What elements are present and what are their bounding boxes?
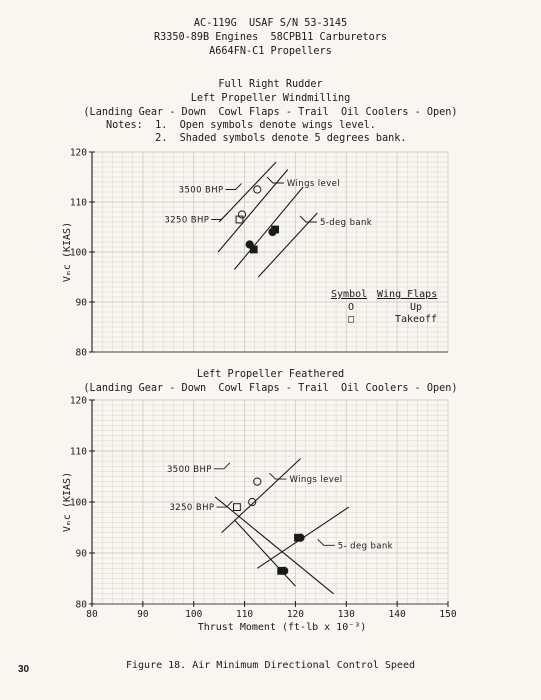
annotation-label: 3500 BHP xyxy=(167,465,212,475)
data-point-filled-square xyxy=(249,245,258,254)
x-tick-label: 120 xyxy=(287,609,304,620)
y-tick-label: 120 xyxy=(70,148,87,159)
x-tick-label: 140 xyxy=(389,609,406,620)
y-tick-label: 80 xyxy=(76,348,88,359)
trend-line xyxy=(233,186,304,270)
data-point-open-square xyxy=(233,503,241,512)
trend-line xyxy=(221,458,301,534)
annotation-leader xyxy=(266,176,284,184)
trend-line xyxy=(257,212,318,278)
header-line-1: AC-119G USAF S/N 53-3145 xyxy=(193,18,348,29)
y-tick-label: 100 xyxy=(70,498,87,509)
annotation-leader xyxy=(299,215,317,223)
annotation-label: 5-deg bank xyxy=(320,218,372,228)
trend-line xyxy=(218,161,277,223)
y-tick-label: 100 xyxy=(70,248,87,259)
annotation-label: Wings level xyxy=(287,179,340,189)
trend-line xyxy=(233,519,296,587)
y-tick-label: 90 xyxy=(76,549,88,560)
legend-label: Takeoff xyxy=(395,314,437,325)
chart1-title: Full Right Rudder xyxy=(218,79,323,90)
legend-header-flaps: Wing Flaps xyxy=(377,289,437,300)
annotation-label: 3250 BHP xyxy=(164,216,209,226)
annotation-leader xyxy=(213,462,231,470)
data-point-filled-circle xyxy=(268,227,277,237)
annotation-leader xyxy=(317,539,335,546)
chart1-note-2: 2. Shaded symbols denote 5 degrees bank. xyxy=(106,133,407,144)
y-tick-label: 80 xyxy=(76,600,88,611)
y-tick-label: 120 xyxy=(70,396,87,407)
annotation-label: Wings level xyxy=(289,475,342,485)
y-tick-label: 110 xyxy=(70,198,87,209)
legend-symbol: O xyxy=(348,302,354,313)
data-point-open-square xyxy=(235,215,244,224)
data-point-open-circle xyxy=(253,477,262,486)
x-tick-label: 100 xyxy=(185,609,202,620)
legend-label: Up xyxy=(410,302,422,313)
header-line-2: R3350-89B Engines 58CPB11 Carburetors xyxy=(153,32,388,43)
chart1-conditions: (Landing Gear - Down Cowl Flaps - Trail … xyxy=(83,107,458,118)
data-point-open-circle xyxy=(253,185,262,194)
annotation-leader xyxy=(211,213,228,220)
annotation-label: 5- deg bank xyxy=(338,541,393,551)
data-point-open-circle xyxy=(248,497,257,507)
figure-caption: Figure 18. Air Minimum Directional Contr… xyxy=(126,660,415,671)
page-number: 30 xyxy=(18,664,30,675)
x-tick-label: 130 xyxy=(338,609,355,620)
x-tick-label: 90 xyxy=(137,609,149,620)
header-line-3: A664FN-C1 Propellers xyxy=(209,46,332,57)
chart1-note-1: Notes: 1. Open symbols denote wings leve… xyxy=(106,120,376,131)
legend-symbol: □ xyxy=(348,314,354,325)
x-axis-label: Thrust Moment (ft-lb x 10⁻³) xyxy=(198,622,367,633)
y-tick-label: 90 xyxy=(76,298,88,309)
y-axis-label: Vₘc (KIAS) xyxy=(62,472,73,532)
x-tick-label: 80 xyxy=(86,609,98,620)
y-axis-label: Vₘc (KIAS) xyxy=(62,222,73,282)
data-point-filled-circle xyxy=(296,533,305,542)
chart2-title: Left Propeller Feathered xyxy=(196,369,345,380)
chart2-conditions: (Landing Gear - Down Cowl Flaps - Trail … xyxy=(83,383,458,394)
annotation-leader xyxy=(269,472,287,480)
annotation-leader xyxy=(216,500,233,508)
data-point-filled-circle xyxy=(280,566,289,575)
data-point-open-circle xyxy=(237,210,247,219)
trend-line xyxy=(214,496,334,595)
legend-header-symbol: Symbol xyxy=(331,289,367,300)
annotation-leader xyxy=(225,183,242,190)
x-tick-label: 150 xyxy=(439,609,456,620)
annotation-label: 3250 BHP xyxy=(170,503,215,513)
y-tick-label: 110 xyxy=(70,447,87,458)
x-tick-label: 110 xyxy=(236,609,253,620)
annotation-label: 3500 BHP xyxy=(179,186,224,196)
chart1-subtitle: Left Propeller Windmilling xyxy=(190,93,351,104)
